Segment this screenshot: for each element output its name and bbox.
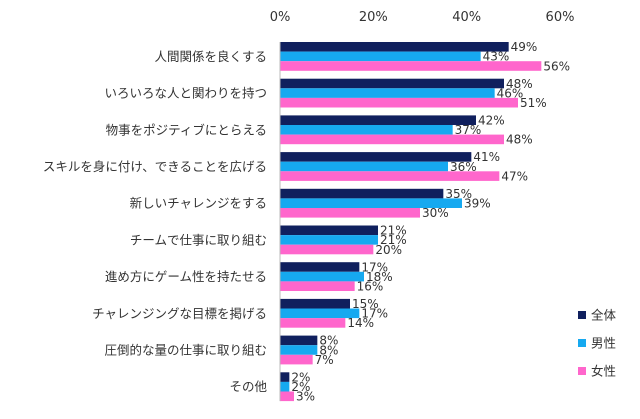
category-label: チャレンジングな目標を掲げる [92,306,267,321]
bar-male [280,235,378,245]
bar-all [280,115,476,125]
data-label: 30% [422,206,449,220]
data-label: 8% [319,343,338,357]
category-label: 新しいチャレンジをする [130,196,267,211]
bar-female [280,208,420,218]
bar-all [280,78,504,89]
bar-male [280,125,453,135]
x-tick-label: 0% [270,10,291,25]
bar-all [280,225,378,236]
bar-male [280,271,364,282]
data-label: 39% [464,197,491,211]
legend-swatch [578,367,586,375]
category-label: 人間関係を良くする [154,49,267,64]
data-label: 17% [361,260,388,274]
x-tick-label: 40% [452,10,481,25]
bar-all [280,335,318,346]
bar-male [280,308,360,319]
bar-female [280,354,313,365]
bar-all [280,188,444,199]
data-label: 16% [357,280,384,294]
category-label: スキルを身に付け、できることを広げる [43,159,267,174]
category-label: 物事をポジティブにとらえる [106,122,267,137]
data-label: 36% [450,160,477,174]
data-label: 42% [478,114,505,128]
bar-male [280,51,481,62]
category-label: 進め方にゲーム性を持たせる [105,269,267,284]
data-label: 20% [375,243,402,257]
x-tick-label: 60% [546,10,575,25]
data-label: 18% [366,270,393,284]
bar-female [280,134,504,145]
legend-label: 女性 [591,364,616,379]
data-label: 14% [347,316,374,330]
category-label: その他 [229,379,267,394]
legend-label: 全体 [591,308,617,323]
bar-male [280,198,462,208]
data-label: 3% [296,390,315,404]
data-label: 49% [511,40,538,54]
data-label: 48% [506,77,533,91]
bar-female [280,391,294,402]
data-label: 43% [483,50,510,64]
data-label: 35% [445,187,472,201]
bar-female [280,281,355,291]
data-label: 17% [361,307,388,321]
bar-male [280,345,318,355]
data-label: 48% [506,133,533,147]
category-label: 圧倒的な量の仕事に取り組む [104,343,267,358]
data-label: 15% [352,297,379,311]
bar-all [280,372,290,382]
bar-female [280,61,542,71]
bar-female [280,97,518,108]
bar-female [280,244,374,255]
data-label: 7% [315,353,334,367]
category-label: チームで仕事に取り組む [130,232,267,247]
bar-male [280,381,290,392]
bar-all [280,42,509,52]
legend-swatch [578,339,586,347]
data-label: 47% [501,169,528,183]
data-label: 21% [380,233,407,247]
bar-all [280,262,360,272]
bar-female [280,318,346,328]
bar-male [280,88,495,98]
bar-female [280,171,500,181]
x-tick-label: 20% [359,10,388,25]
data-label: 51% [520,96,547,110]
data-label: 8% [319,334,338,348]
legend-label: 男性 [591,336,616,351]
category-label: いろいろな人と関わりを持つ [104,86,267,101]
data-label: 2% [291,370,310,384]
legend-swatch [578,311,586,319]
data-label: 41% [473,150,500,164]
bar-all [280,298,350,309]
data-label: 21% [380,224,407,238]
data-label: 2% [291,380,310,394]
data-label: 56% [543,59,570,73]
bar-all [280,152,472,162]
data-label: 37% [455,123,482,137]
data-label: 46% [497,86,524,100]
bar-male [280,161,448,172]
